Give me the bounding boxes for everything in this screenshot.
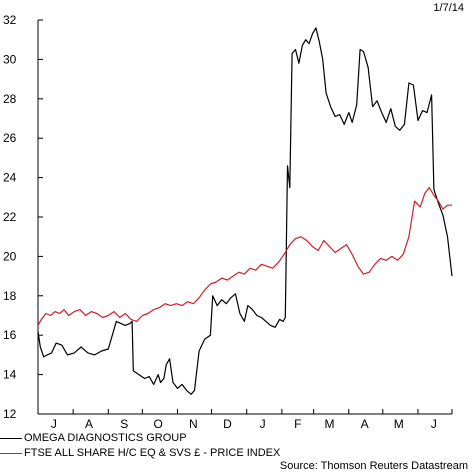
- y-tick-label: 32: [3, 13, 17, 27]
- legend-label-ftse: FTSE ALL SHARE H/C EQ & SVS £ - PRICE IN…: [24, 447, 281, 459]
- x-tick-label: J: [51, 417, 57, 430]
- x-tick-label: D: [223, 417, 232, 430]
- x-tick-label: J: [260, 417, 266, 430]
- series-layer: [37, 27, 453, 395]
- chart-area: 12 14 16 18 20 22 24 26 28 30 32 J A S O N D J F M A M J: [3, 13, 453, 430]
- y-axis: 12 14 16 18 20 22 24 26 28 30 32: [3, 13, 43, 421]
- legend-item-omega: OMEGA DIAGNOSTICS GROUP: [0, 432, 187, 444]
- y-tick-label: 24: [3, 171, 17, 185]
- y-tick-label: 14: [3, 368, 17, 382]
- x-tick-label: J: [431, 417, 437, 430]
- source-note: Source: Thomson Reuters Datastream: [279, 460, 468, 472]
- x-tick-label: M: [325, 417, 335, 430]
- legend-label-omega: OMEGA DIAGNOSTICS GROUP: [24, 432, 187, 444]
- legend-swatch-ftse: [0, 452, 22, 454]
- y-tick-label: 12: [3, 407, 17, 421]
- y-tick-label: 22: [3, 210, 17, 224]
- x-tick-label: O: [154, 417, 163, 430]
- y-tick-label: 16: [3, 328, 17, 342]
- x-tick-label: M: [394, 417, 404, 430]
- y-tick-label: 26: [3, 131, 17, 145]
- x-tick-label: N: [189, 417, 198, 430]
- date-label: 1/7/14: [433, 2, 464, 14]
- legend-swatch-omega: [0, 437, 22, 439]
- y-tick-label: 30: [3, 52, 17, 66]
- series-line-ftse: [37, 186, 452, 326]
- legend-item-ftse: FTSE ALL SHARE H/C EQ & SVS £ - PRICE IN…: [0, 447, 280, 459]
- y-tick-label: 20: [3, 249, 17, 263]
- y-tick-label: 18: [3, 289, 17, 303]
- series-line-omega: [37, 27, 453, 395]
- x-tick-label: A: [361, 417, 369, 430]
- x-tick-label: S: [120, 417, 128, 430]
- y-tick-label: 28: [3, 92, 17, 106]
- x-tick-label: F: [294, 417, 301, 430]
- x-tick-label: A: [85, 417, 93, 430]
